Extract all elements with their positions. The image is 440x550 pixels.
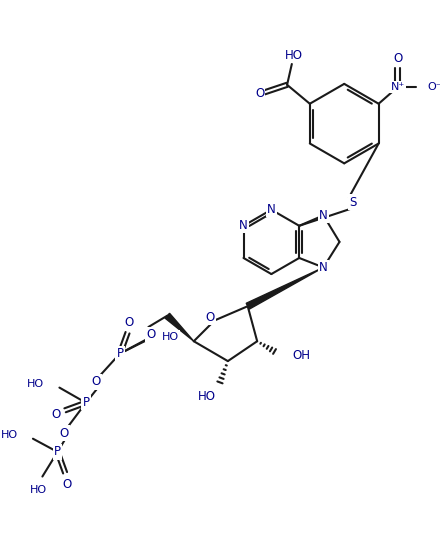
Text: O: O [62,477,72,491]
Text: HO: HO [30,485,47,495]
Text: HO: HO [27,379,44,389]
Text: HO: HO [1,430,18,440]
Text: O: O [51,408,60,421]
Text: HO: HO [198,389,216,403]
Polygon shape [165,314,194,341]
Text: O: O [393,52,402,65]
Text: O: O [205,311,214,324]
Text: P: P [54,446,61,459]
Text: O: O [125,316,134,329]
Text: P: P [82,396,89,409]
Text: HO: HO [161,332,179,342]
Text: N: N [267,203,276,216]
Text: O: O [147,328,156,341]
Text: O: O [59,426,69,439]
Text: S: S [349,196,356,208]
Text: N: N [319,209,328,222]
Polygon shape [246,267,323,309]
Text: O: O [255,87,264,100]
Text: O⁻: O⁻ [427,82,440,92]
Text: N⁺: N⁺ [390,82,405,92]
Text: OH: OH [292,349,310,362]
Text: N: N [239,219,248,232]
Text: P: P [117,347,124,360]
Text: O: O [92,376,101,388]
Text: HO: HO [285,49,303,62]
Text: N: N [319,261,328,274]
